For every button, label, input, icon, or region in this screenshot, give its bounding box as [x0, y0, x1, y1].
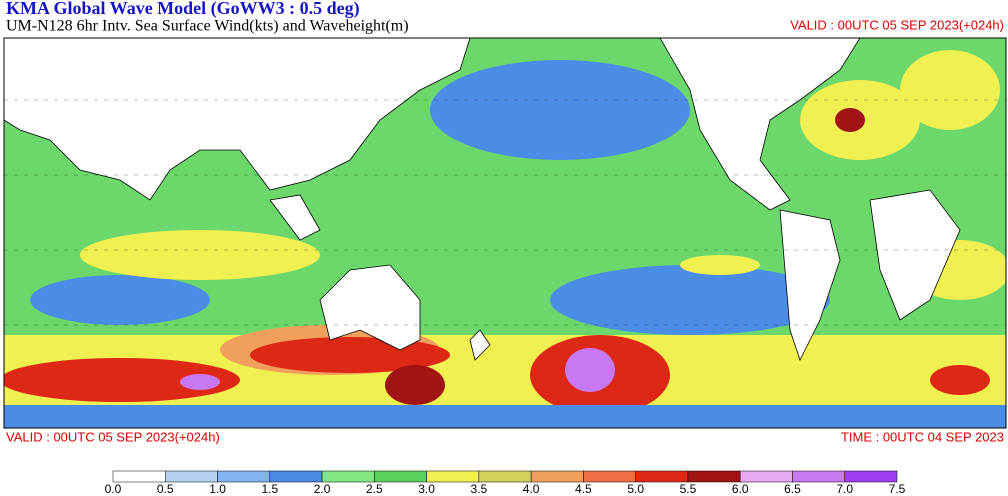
map	[3, 37, 1007, 429]
colorbar: 0.0 0.5 1.0 1.5 2.0 2.5 3.0 3.5 4.0 4.5 5.0 5.5 6.0 6…	[105, 470, 906, 496]
colorbar-label: 3.0	[418, 482, 435, 496]
colorbar-box	[583, 470, 636, 483]
colorbar-label: 0.0	[105, 482, 122, 496]
colorbar-box	[635, 470, 689, 483]
colorbar-box	[792, 470, 845, 483]
colorbar-box	[269, 470, 323, 483]
colorbar-box	[374, 470, 427, 483]
colorbar-box	[217, 470, 271, 483]
colorbar-box	[426, 470, 480, 483]
colorbar-label: 5.0	[627, 482, 644, 496]
colorbar-label: 1.5	[261, 482, 278, 496]
colorbar-box	[844, 470, 898, 483]
colorbar-label: 7.5	[889, 482, 906, 496]
colorbar-label: 5.5	[680, 482, 697, 496]
title: KMA Global Wave Model (GoWW3 : 0.5 deg)	[6, 0, 360, 19]
colorbar-box	[321, 470, 375, 483]
analysis-time: TIME : 00UTC 04 SEP 2023	[841, 429, 1004, 444]
colorbar-box	[478, 470, 532, 483]
colorbar-box	[739, 470, 793, 483]
colorbar-box	[165, 470, 218, 483]
colorbar-label: 3.5	[471, 482, 488, 496]
colorbar-box	[112, 470, 166, 483]
colorbar-label: 6.0	[732, 482, 749, 496]
colorbar-box	[530, 470, 584, 483]
colorbar-label: 4.0	[523, 482, 540, 496]
colorbar-label: 7.0	[836, 482, 853, 496]
colorbar-label: 4.5	[575, 482, 592, 496]
colorbar-label: 6.5	[784, 482, 801, 496]
valid-time-top: VALID : 00UTC 05 SEP 2023(+024h)	[790, 17, 1004, 32]
colorbar-label: 1.0	[209, 482, 226, 496]
colorbar-label: 2.0	[314, 482, 331, 496]
colorbar-label: 2.5	[366, 482, 383, 496]
valid-time-bottom: VALID : 00UTC 05 SEP 2023(+024h)	[6, 429, 220, 444]
colorbar-label: 0.5	[157, 482, 174, 496]
subtitle: UM-N128 6hr Intv. Sea Surface Wind(kts) …	[6, 18, 409, 35]
colorbar-box	[687, 470, 741, 483]
